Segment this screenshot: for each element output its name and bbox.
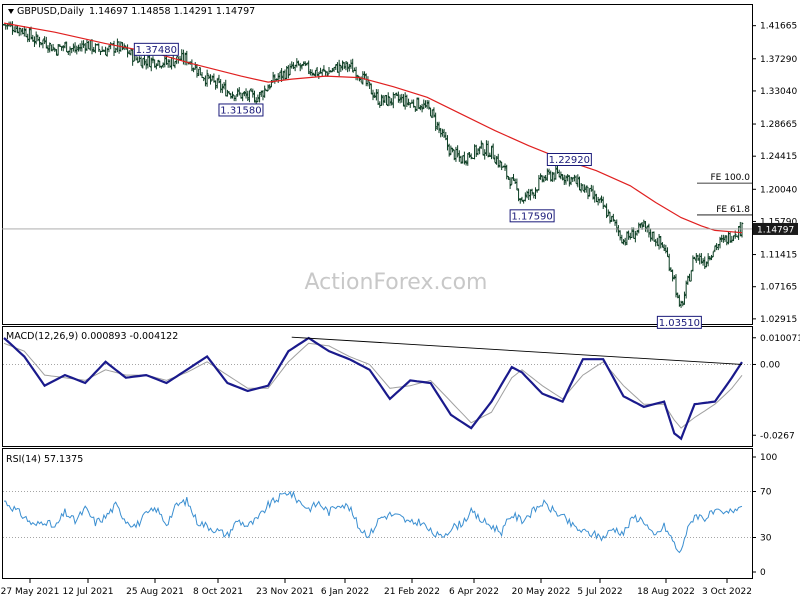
current-price-tag (753, 222, 798, 235)
rsi-y-tick-label: 30 (760, 534, 772, 544)
x-tick-label: 6 Apr 2022 (449, 587, 499, 597)
annotation-box (546, 152, 592, 166)
x-tick-label: 12 Jul 2021 (63, 587, 114, 597)
price-y-tick-label: 1.33040 (760, 87, 797, 97)
x-tick-label: 25 Aug 2021 (126, 587, 184, 597)
rsi-y-tick-label: 0 (760, 568, 766, 578)
collapse-triangle-icon[interactable] (8, 9, 14, 14)
annotation-label: 1.22920 (549, 155, 590, 166)
macd-y-tick-label: 0.010071 (760, 334, 800, 344)
macd-trendline (291, 336, 743, 365)
price-y-tick-label: 1.15790 (760, 217, 797, 227)
x-tick-label: 23 Nov 2021 (256, 587, 314, 597)
price-annotation: 1.31580 (218, 103, 264, 117)
x-tick-label: 6 Jan 2022 (321, 587, 369, 597)
x-tick-label: 27 May 2021 (1, 587, 60, 597)
rsi-y-tick-label: 100 (760, 453, 777, 463)
macd-y-tick-label: -0.0267 (760, 431, 795, 441)
x-tick-label: 3 Oct 2022 (702, 587, 752, 597)
price-y-tick-label: 1.28665 (760, 120, 797, 130)
rsi-y-tick-label: 70 (760, 488, 772, 498)
annotation-label: 1.37480 (136, 45, 177, 56)
macd-label: MACD(12,26,9) 0.000893 -0.004122 (6, 331, 178, 342)
rsi-line (4, 490, 743, 554)
price-y-tick-label: 1.02915 (760, 315, 797, 325)
fib-level-label: FE 61.8 (716, 205, 750, 215)
price-annotation: 1.37480 (133, 42, 179, 56)
price-y-tick-label: 1.07165 (760, 283, 797, 293)
rsi-pane-frame[interactable] (2, 448, 753, 579)
x-tick-label: 18 Aug 2022 (637, 587, 695, 597)
macd-signal-line (3, 342, 743, 429)
watermark: ActionForex.com (305, 270, 488, 295)
macd-line (3, 336, 743, 441)
annotation-label: 1.03510 (659, 318, 700, 329)
annotation-box (509, 209, 555, 223)
macd-layer (3, 336, 752, 441)
symbol-label: GBPUSD,Daily (17, 6, 84, 17)
price-y-tick-label: 1.37290 (760, 55, 797, 65)
axis-layer: 1.41665 1.37290 1.33040 1.28665 1.24415 1.200… (1, 22, 800, 597)
x-tick-label: 20 May 2022 (512, 587, 571, 597)
annotation-box (133, 42, 179, 56)
annotation-box (218, 103, 264, 117)
price-annotation: 1.22920 (546, 152, 592, 166)
annotation-box (656, 315, 702, 329)
price-layer: 1.37480 1.31580 1.22920 1.17590 1.03510 FE 10… (2, 21, 752, 329)
price-y-tick-label: 1.20040 (760, 185, 797, 195)
price-annotation: 1.03510 (656, 315, 702, 329)
rsi-layer (3, 490, 752, 554)
moving-average-line (3, 22, 743, 234)
macd-y-tick-label: 0.00 (760, 360, 780, 370)
macd-pane-frame[interactable] (2, 326, 753, 447)
price-y-tick-label: 1.41665 (760, 22, 797, 32)
x-tick-label: 8 Oct 2021 (193, 587, 243, 597)
price-annotation: 1.17590 (509, 209, 555, 223)
x-tick-label: 21 Feb 2022 (384, 587, 440, 597)
annotation-label: 1.31580 (220, 105, 261, 116)
price-y-tick-label: 1.11415 (760, 251, 797, 261)
ohlc-label: 1.14697 1.14858 1.14291 1.14797 (89, 6, 255, 17)
rsi-label: RSI(14) 57.1375 (6, 454, 83, 465)
price-y-tick-label: 1.24415 (760, 152, 797, 162)
price-pane-frame[interactable] (2, 4, 753, 325)
current-price-label: 1.14797 (757, 225, 794, 235)
annotation-label: 1.17590 (511, 211, 552, 222)
fib-level-label: FE 100.0 (711, 173, 751, 183)
x-tick-label: 5 Jul 2022 (577, 587, 622, 597)
